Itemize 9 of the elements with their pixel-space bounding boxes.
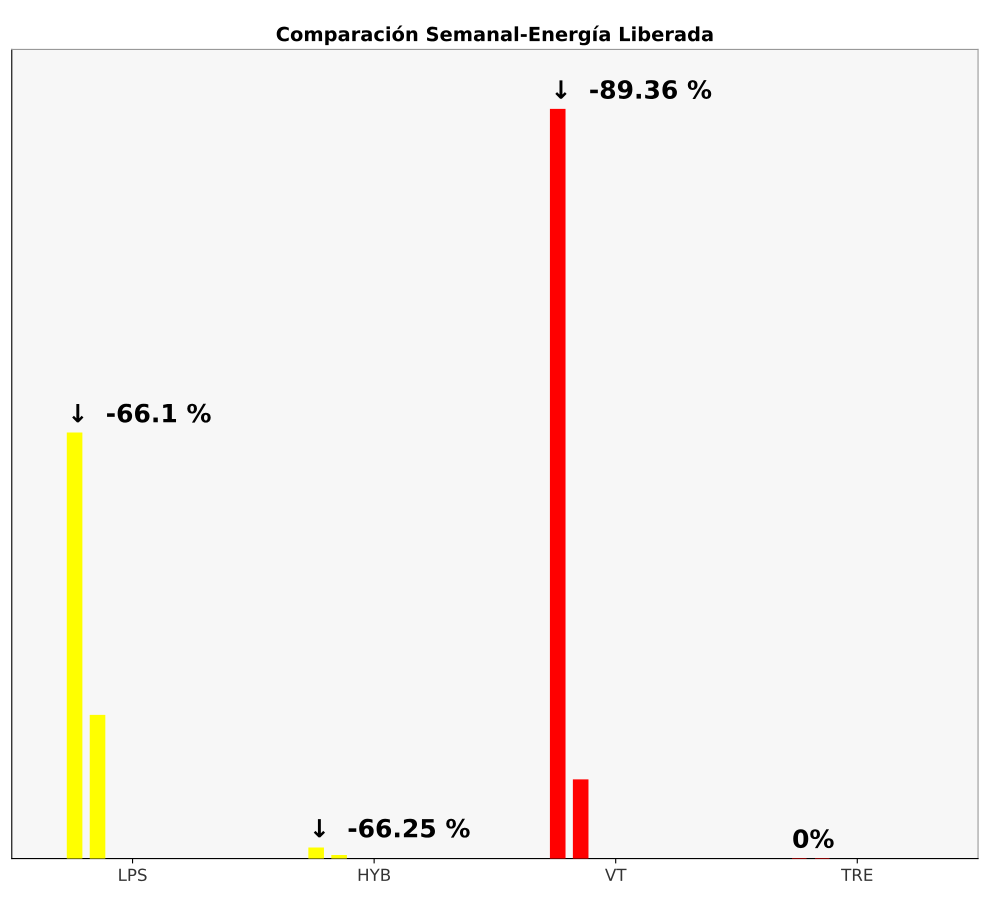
chart-title: Comparación Semanal-Energía Liberada <box>276 26 713 46</box>
annotation: 0% <box>793 829 834 848</box>
x-tick-label: VT <box>605 868 627 881</box>
annotation: ↓ -66.25 % <box>314 818 470 838</box>
annotation: ↓ -66.1 % <box>72 404 211 423</box>
x-tick-label: TRE <box>841 868 872 881</box>
text: ↓ -89.36 % <box>555 80 712 99</box>
x-tick-label: LPS <box>119 868 147 882</box>
x-tick-label: HYB <box>358 868 390 881</box>
